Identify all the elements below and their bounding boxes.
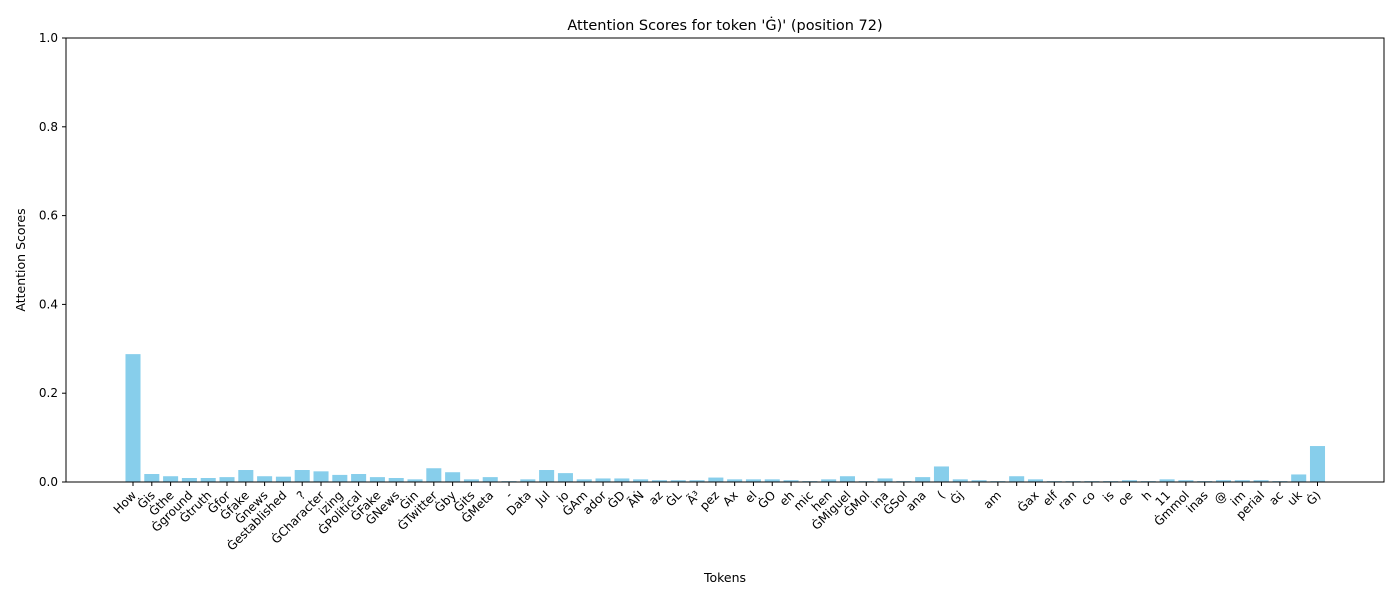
x-tick-label: Ġ) [1302, 487, 1323, 508]
bar-58 [1215, 480, 1232, 482]
y-tick-label: 0.6 [39, 209, 58, 223]
bar-21 [520, 479, 536, 482]
bar-37 [821, 479, 837, 482]
x-tick-label: ac [1266, 488, 1286, 508]
bar-12 [351, 474, 367, 482]
x-tick-label: ÃŃ [624, 488, 647, 511]
x-tick-label: Ġax [1013, 487, 1041, 515]
bar-4 [200, 478, 216, 482]
bar-11 [332, 474, 348, 482]
y-axis-label: Attention Scores [13, 208, 28, 311]
x-tick-label: Ax [720, 488, 741, 509]
bar-28 [651, 480, 667, 482]
chart-title: Attention Scores for token 'Ġ)' (positio… [567, 16, 882, 34]
x-tick-label: ( [934, 488, 947, 501]
bar-35 [783, 480, 799, 482]
x-tick-label: h [1139, 488, 1154, 503]
bars-group [125, 354, 1326, 482]
x-axis-label: Tokens [703, 570, 746, 585]
bar-60 [1253, 480, 1269, 482]
y-axis-ticks: 0.0 0.2 0.4 0.6 0.8 1.0 [39, 31, 66, 489]
bar-40 [877, 478, 893, 482]
x-tick-label: uk [1285, 488, 1305, 508]
x-tick-label: az [646, 488, 666, 508]
bar-56 [1178, 480, 1194, 482]
bar-15 [407, 479, 423, 482]
x-tick-label: is [1100, 488, 1117, 505]
bar-23 [557, 473, 573, 482]
x-tick-label: ĠL [662, 487, 685, 510]
x-tick-label: ĠO [754, 487, 779, 512]
bar-29 [670, 480, 686, 482]
x-tick-label: oe [1115, 488, 1135, 508]
x-tick-label: inas [1184, 488, 1211, 515]
bar-32 [727, 479, 743, 482]
y-tick-label: 0.4 [39, 297, 58, 311]
bar-17 [445, 472, 461, 482]
bar-14 [388, 478, 404, 482]
bar-13 [369, 477, 385, 482]
bar-27 [633, 479, 649, 482]
bar-18 [463, 479, 479, 482]
bar-2 [163, 476, 179, 482]
bar-63 [1309, 446, 1326, 482]
x-tick-label: am [981, 488, 1004, 511]
x-tick-label: Ġj [946, 487, 966, 507]
bar-24 [576, 479, 592, 482]
bar-7 [257, 476, 273, 482]
plot-frame [65, 37, 1385, 483]
bar-30 [689, 480, 705, 482]
bar-26 [614, 478, 630, 482]
x-tick-label: pez [697, 488, 722, 513]
x-tick-label: ĠTwitter [394, 487, 440, 533]
y-tick-label: 0.8 [39, 120, 58, 134]
bar-43 [933, 466, 949, 482]
bar-8 [275, 476, 291, 482]
bar-38 [839, 476, 855, 482]
bar-62 [1291, 474, 1307, 482]
bar-59 [1234, 480, 1250, 482]
bar-45 [971, 480, 987, 482]
x-tick-label: ran [1055, 488, 1079, 512]
bar-19 [482, 477, 498, 482]
bar-0 [125, 354, 141, 482]
bar-34 [764, 479, 780, 482]
bar-42 [915, 477, 931, 482]
x-tick-label: co [1078, 488, 1098, 508]
bar-31 [708, 477, 724, 482]
bar-22 [539, 470, 555, 482]
bar-47 [1009, 476, 1025, 482]
x-axis-ticks: HowĠisĠtheĠgroundĠtruthĠforĠfakeĠnewsĠes… [111, 482, 1324, 553]
x-tick-label: Jul [532, 488, 553, 509]
bar-10 [313, 471, 329, 482]
bar-16 [426, 468, 442, 482]
bar-33 [745, 479, 761, 482]
x-tick-label: @ [1211, 488, 1229, 506]
bar-53 [1121, 480, 1137, 482]
y-tick-label: 1.0 [39, 31, 58, 45]
bar-25 [595, 478, 611, 482]
bar-3 [181, 478, 197, 482]
y-tick-label: 0.2 [39, 386, 58, 400]
bar-6 [238, 470, 254, 482]
bar-1 [144, 474, 160, 482]
bar-9 [294, 470, 310, 482]
bar-48 [1027, 479, 1043, 482]
bar-44 [952, 479, 968, 482]
bar-55 [1159, 479, 1175, 482]
bar-5 [219, 477, 235, 482]
x-tick-label: ĠD [604, 487, 628, 511]
x-tick-label: ana [903, 488, 929, 514]
y-tick-label: 0.0 [39, 475, 58, 489]
